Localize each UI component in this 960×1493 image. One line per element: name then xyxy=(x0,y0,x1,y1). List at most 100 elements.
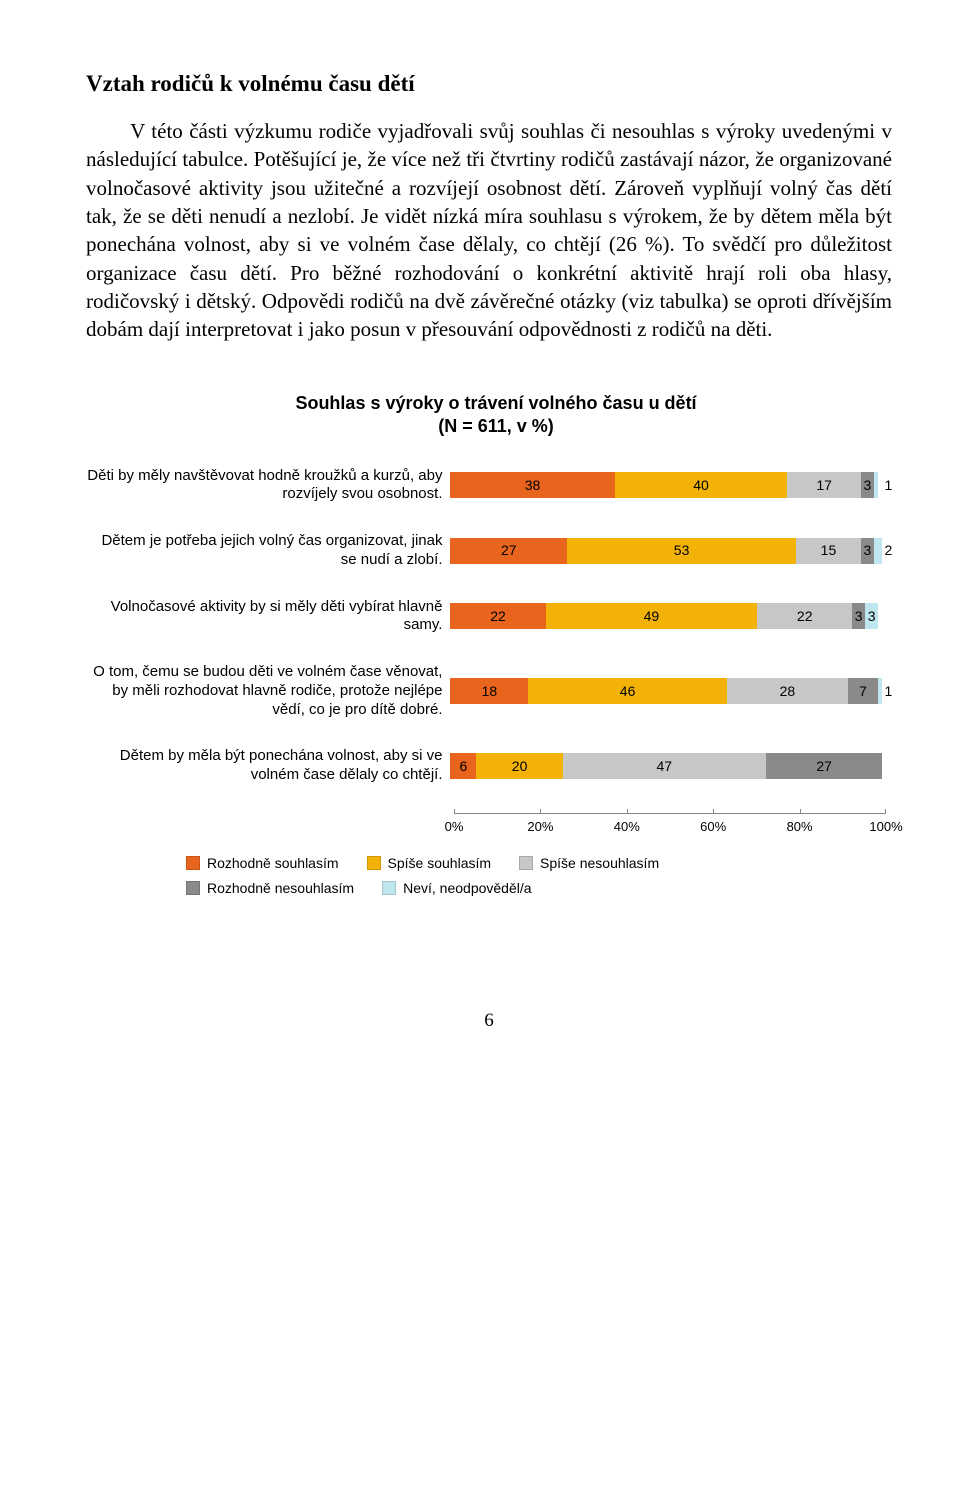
bar-segment-value: 15 xyxy=(821,541,837,560)
bar-external-labels: 2 xyxy=(882,538,898,564)
bar-segment: 49 xyxy=(546,603,758,629)
axis-tick xyxy=(800,809,801,814)
chart-title: Souhlas s výroky o trávení volného času … xyxy=(86,392,906,439)
bar-segment-value: 28 xyxy=(780,682,796,701)
bar-segment-value: 49 xyxy=(644,607,660,626)
bar-segment: 22 xyxy=(450,603,545,629)
chart-row-label: Dětem by měla být ponechána volnost, aby… xyxy=(86,747,450,785)
chart-row-label: Volnočasové aktivity by si měly děti vyb… xyxy=(86,598,450,636)
bar-segment: 6 xyxy=(450,753,476,779)
legend-item: Rozhodně nesouhlasím xyxy=(186,879,354,898)
legend-item: Spíše souhlasím xyxy=(367,854,492,873)
legend-swatch xyxy=(186,881,200,895)
legend-label: Spíše souhlasím xyxy=(388,854,492,873)
bar-segment: 27 xyxy=(766,753,883,779)
bar-segment-value: 18 xyxy=(482,682,498,701)
bar-segment-value: 3 xyxy=(855,607,863,626)
chart-row-label: Děti by měly navštěvovat hodně kroužků a… xyxy=(86,467,450,505)
chart-row-label: O tom, čemu se budou děti ve volném čase… xyxy=(86,663,450,719)
bar-track: 18462871 xyxy=(450,678,882,704)
bar-segment-value: 17 xyxy=(816,476,832,495)
bar-segment-value: 3 xyxy=(863,541,871,560)
axis-tick-label: 40% xyxy=(614,818,640,836)
legend-swatch xyxy=(519,856,533,870)
body-paragraph: V této části výzkumu rodiče vyjadřovali … xyxy=(86,117,892,344)
legend-label: Rozhodně nesouhlasím xyxy=(207,879,354,898)
chart-row: O tom, čemu se budou děti ve volném čase… xyxy=(86,663,906,719)
bar-segment-value: 22 xyxy=(797,607,813,626)
bar-segment-value: 3 xyxy=(868,607,876,626)
legend-label: Rozhodně souhlasím xyxy=(207,854,339,873)
legend-item: Neví, neodpověděl/a xyxy=(382,879,531,898)
chart-row-plot: 27 53 15 32 xyxy=(450,538,906,564)
bar-segment: 18 xyxy=(450,678,528,704)
bar-segment-value: 46 xyxy=(620,682,636,701)
bar-segment-value: 53 xyxy=(674,541,690,560)
bar-segment: 47 xyxy=(563,753,766,779)
chart-title-line2: (N = 611, v %) xyxy=(438,416,554,436)
chart-row-plot: 6 20 47 27 xyxy=(450,753,906,779)
axis-tick xyxy=(540,809,541,814)
legend-item: Spíše nesouhlasím xyxy=(519,854,659,873)
bar-external-label: 2 xyxy=(884,541,892,560)
chart-row: Dětem je potřeba jejich volný čas organi… xyxy=(86,532,906,570)
chart-x-axis: 0%20%40%60%80%100% xyxy=(454,813,886,838)
bar-external-labels: 1 xyxy=(882,472,898,498)
chart-row-plot: 18 46 28 71 xyxy=(450,678,906,704)
bar-external-label: 1 xyxy=(884,682,892,701)
chart-row-plot: 22 49 22 33 xyxy=(450,603,906,629)
axis-tick xyxy=(885,809,886,814)
bar-segment: 15 xyxy=(796,538,861,564)
bar-segment-value: 27 xyxy=(816,757,832,776)
bar-segment: 22 xyxy=(757,603,852,629)
chart-container: Souhlas s výroky o trávení volného času … xyxy=(86,392,906,898)
page-number: 6 xyxy=(86,1008,892,1034)
bar-segment: 3 xyxy=(852,603,865,629)
bar-segment xyxy=(874,472,878,498)
bar-segment-value: 47 xyxy=(657,757,673,776)
bar-segment-value: 20 xyxy=(512,757,528,776)
chart-row: Dětem by měla být ponechána volnost, aby… xyxy=(86,747,906,785)
chart-title-line1: Souhlas s výroky o trávení volného času … xyxy=(295,393,696,413)
chart-legend: Rozhodně souhlasím Spíše souhlasím Spíše n… xyxy=(186,854,906,898)
axis-tick-label: 100% xyxy=(869,818,902,836)
bar-segment-value: 40 xyxy=(693,476,709,495)
bar-segment: 3 xyxy=(861,538,874,564)
legend-item: Rozhodně souhlasím xyxy=(186,854,339,873)
bar-segment: 17 xyxy=(787,472,860,498)
chart-row: Děti by měly navštěvovat hodně kroužků a… xyxy=(86,467,906,505)
bar-segment-value: 38 xyxy=(525,476,541,495)
bar-segment-value: 22 xyxy=(490,607,506,626)
bar-segment: 38 xyxy=(450,472,614,498)
bar-track: 22 49 22 33 xyxy=(450,603,882,629)
chart-row-plot: 38 40 17 31 xyxy=(450,472,906,498)
bar-segment: 27 xyxy=(450,538,567,564)
bar-external-label: 1 xyxy=(884,476,892,495)
axis-tick xyxy=(454,809,455,814)
axis-tick-label: 20% xyxy=(527,818,553,836)
bar-segment-value: 7 xyxy=(859,682,867,701)
legend-swatch xyxy=(186,856,200,870)
bar-track: 27531532 xyxy=(450,538,882,564)
chart-row: Volnočasové aktivity by si měly děti vyb… xyxy=(86,598,906,636)
bar-segment xyxy=(874,538,883,564)
legend-swatch xyxy=(367,856,381,870)
bar-track: 6 20 47 27 xyxy=(450,753,882,779)
legend-swatch xyxy=(382,881,396,895)
bar-segment-value: 3 xyxy=(863,476,871,495)
bar-track: 38401731 xyxy=(450,472,882,498)
legend-label: Neví, neodpověděl/a xyxy=(403,879,531,898)
bar-segment-value: 27 xyxy=(501,541,517,560)
bar-segment: 3 xyxy=(861,472,874,498)
bar-segment: 28 xyxy=(727,678,848,704)
bar-segment: 46 xyxy=(528,678,727,704)
axis-tick xyxy=(713,809,714,814)
section-title: Vztah rodičů k volnému času dětí xyxy=(86,68,892,99)
axis-tick-label: 80% xyxy=(787,818,813,836)
axis-tick-label: 0% xyxy=(445,818,464,836)
bar-segment-value: 6 xyxy=(460,757,468,776)
legend-label: Spíše nesouhlasím xyxy=(540,854,659,873)
chart-row-label: Dětem je potřeba jejich volný čas organi… xyxy=(86,532,450,570)
bar-segment: 3 xyxy=(865,603,878,629)
bar-segment: 20 xyxy=(476,753,562,779)
